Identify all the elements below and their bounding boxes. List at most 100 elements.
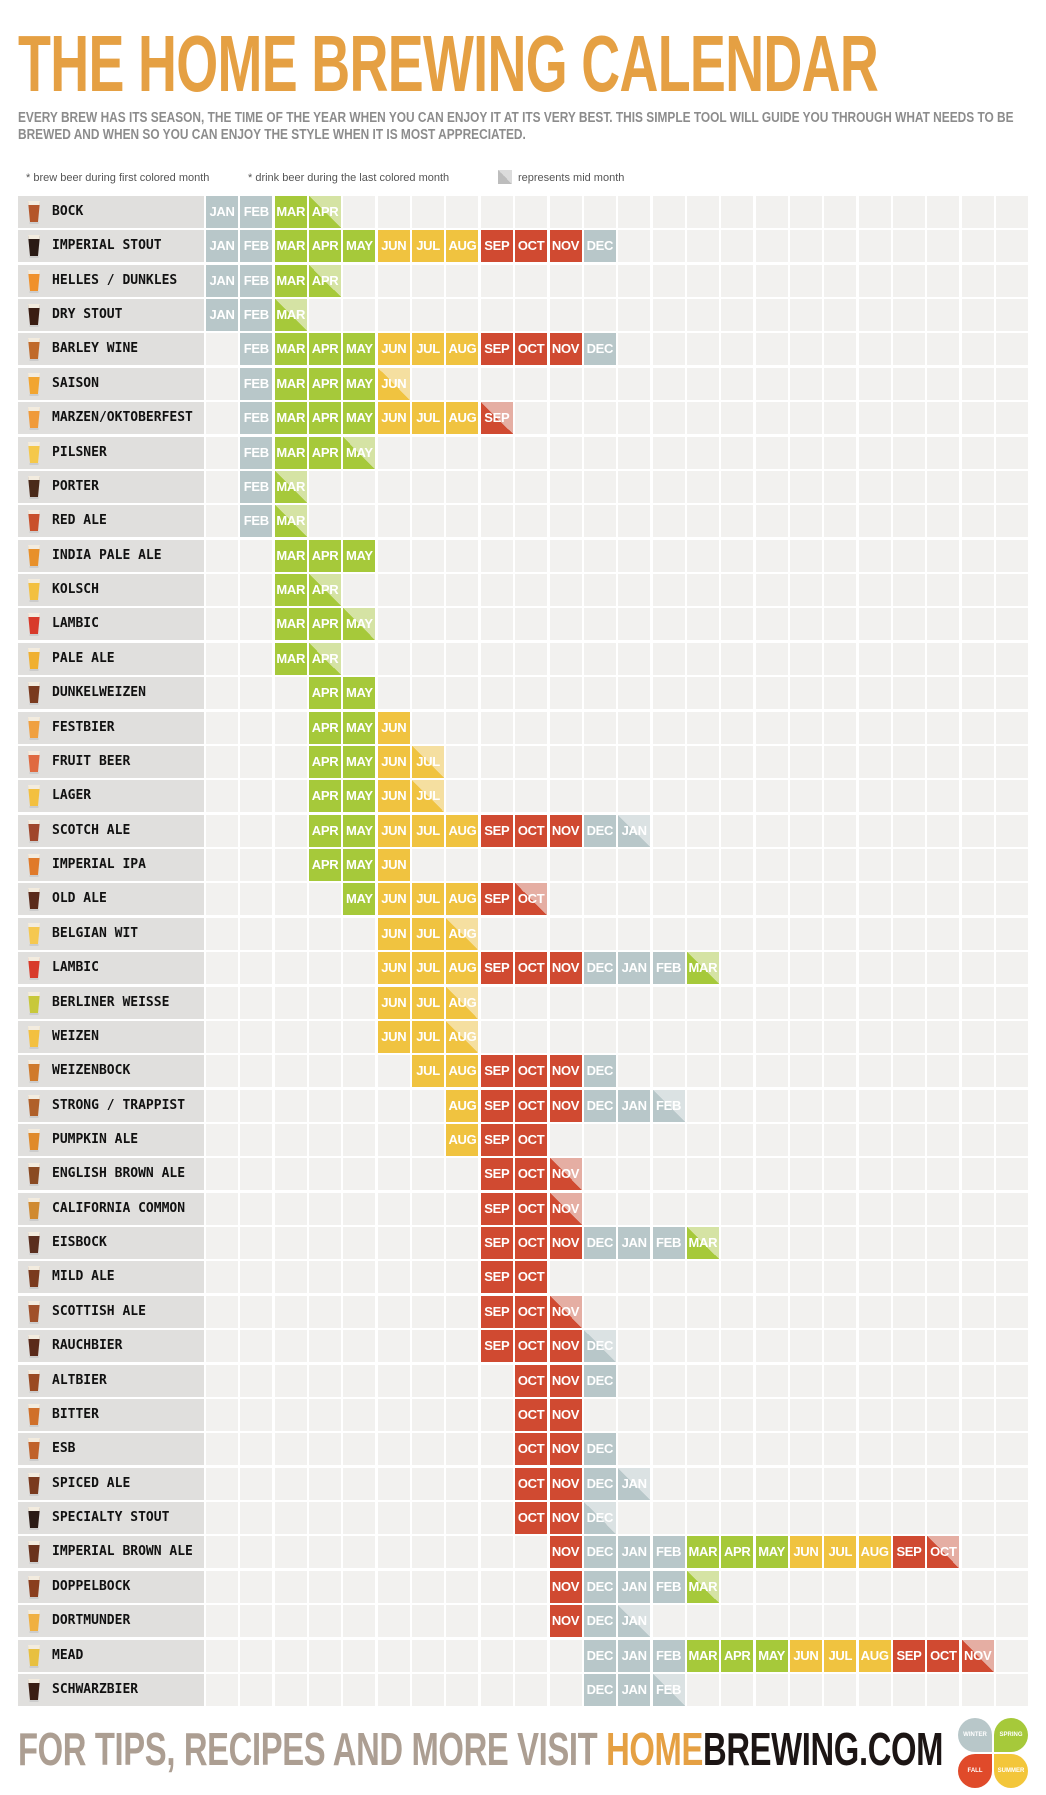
- month-cell-mid-winter: FEB: [652, 1089, 685, 1122]
- empty-cell: [549, 1123, 582, 1156]
- empty-cell: [583, 1192, 616, 1225]
- beer-glass-icon: [28, 957, 40, 981]
- month-cell-summer: AUG: [446, 1123, 479, 1156]
- month-cell-spring: MAR: [274, 333, 307, 366]
- empty-cell: [652, 1605, 685, 1638]
- empty-cell: [240, 1605, 273, 1638]
- empty-cell: [515, 745, 548, 778]
- month-cell-fall: NOV: [549, 230, 582, 263]
- empty-cell: [927, 1055, 960, 1088]
- empty-cell: [824, 574, 857, 607]
- empty-cell: [858, 1295, 891, 1328]
- empty-cell: [858, 917, 891, 950]
- empty-cell: [721, 299, 754, 332]
- empty-cell: [789, 1605, 822, 1638]
- beer-name: LAMBIC: [52, 616, 99, 632]
- empty-cell: [549, 1261, 582, 1294]
- empty-cell: [412, 1295, 445, 1328]
- beer-name: SCOTCH ALE: [52, 822, 131, 838]
- empty-cell: [961, 1502, 994, 1535]
- beer-label: BELGIAN WIT: [18, 917, 204, 950]
- empty-cell: [927, 1605, 960, 1638]
- month-cell-spring: APR: [309, 333, 342, 366]
- empty-cell: [824, 1467, 857, 1500]
- empty-cell: [343, 264, 376, 297]
- month-cell-mid-fall: NOV: [549, 1192, 582, 1225]
- beer-glass-icon: [28, 269, 40, 293]
- empty-cell: [480, 780, 513, 813]
- empty-cell: [412, 299, 445, 332]
- month-cell-fall: SEP: [480, 1295, 513, 1328]
- beer-name: EISBOCK: [52, 1235, 107, 1251]
- empty-cell: [446, 1227, 479, 1260]
- empty-cell: [824, 1330, 857, 1363]
- empty-cell: [961, 986, 994, 1019]
- empty-cell: [480, 539, 513, 572]
- beer-glass-icon: [28, 544, 40, 568]
- empty-cell: [583, 917, 616, 950]
- empty-cell: [377, 1536, 410, 1569]
- empty-cell: [927, 196, 960, 228]
- empty-cell: [206, 1261, 238, 1294]
- empty-cell: [893, 1502, 925, 1535]
- beer-glass-icon: [28, 475, 40, 499]
- empty-cell: [309, 883, 342, 916]
- empty-cell: [412, 1398, 445, 1431]
- empty-cell: [927, 952, 960, 985]
- empty-cell: [412, 1673, 445, 1706]
- empty-cell: [858, 1433, 891, 1466]
- empty-cell: [961, 1673, 994, 1706]
- month-cell-winter: DEC: [583, 1536, 616, 1569]
- empty-cell: [583, 264, 616, 297]
- empty-cell: [721, 917, 754, 950]
- month-cell-fall: OCT: [515, 1158, 548, 1191]
- month-cell-mid-spring: MAR: [686, 1570, 719, 1603]
- month-cell-winter: DEC: [583, 814, 616, 847]
- empty-cell: [686, 849, 719, 882]
- empty-cell: [446, 1467, 479, 1500]
- beer-label: MEAD: [18, 1639, 204, 1672]
- empty-cell: [206, 1433, 238, 1466]
- empty-cell: [789, 1502, 822, 1535]
- empty-cell: [824, 1673, 857, 1706]
- empty-cell: [377, 1158, 410, 1191]
- footer-brand-home[interactable]: HOME: [606, 1723, 704, 1775]
- empty-cell: [858, 952, 891, 985]
- beer-glass-icon: [28, 407, 40, 431]
- empty-cell: [343, 917, 376, 950]
- empty-cell: [274, 1123, 307, 1156]
- empty-cell: [996, 677, 1029, 710]
- empty-cell: [927, 1158, 960, 1191]
- empty-cell: [652, 402, 685, 435]
- empty-cell: [721, 436, 754, 469]
- empty-cell: [206, 780, 238, 813]
- empty-cell: [961, 745, 994, 778]
- empty-cell: [927, 1295, 960, 1328]
- empty-cell: [618, 264, 651, 297]
- empty-cell: [618, 1123, 651, 1156]
- beer-glass-icon: [28, 372, 40, 396]
- month-cell-winter: JAN: [206, 264, 238, 297]
- empty-cell: [858, 1467, 891, 1500]
- empty-cell: [652, 1055, 685, 1088]
- empty-cell: [755, 539, 788, 572]
- month-cell-winter: JAN: [618, 1536, 651, 1569]
- empty-cell: [240, 1502, 273, 1535]
- empty-cell: [789, 780, 822, 813]
- month-cell-winter: JAN: [618, 952, 651, 985]
- month-cell-fall: NOV: [549, 1089, 582, 1122]
- empty-cell: [480, 711, 513, 744]
- empty-cell: [927, 539, 960, 572]
- month-cell-spring: MAY: [343, 711, 376, 744]
- empty-cell: [893, 986, 925, 1019]
- month-cell-spring: MAY: [343, 539, 376, 572]
- empty-cell: [343, 1433, 376, 1466]
- empty-cell: [824, 849, 857, 882]
- empty-cell: [549, 677, 582, 710]
- empty-cell: [789, 505, 822, 538]
- footer-brand-brewing[interactable]: BREWING.COM: [703, 1723, 944, 1775]
- month-cell-winter: DEC: [583, 1227, 616, 1260]
- empty-cell: [583, 196, 616, 228]
- empty-cell: [721, 539, 754, 572]
- empty-cell: [549, 711, 582, 744]
